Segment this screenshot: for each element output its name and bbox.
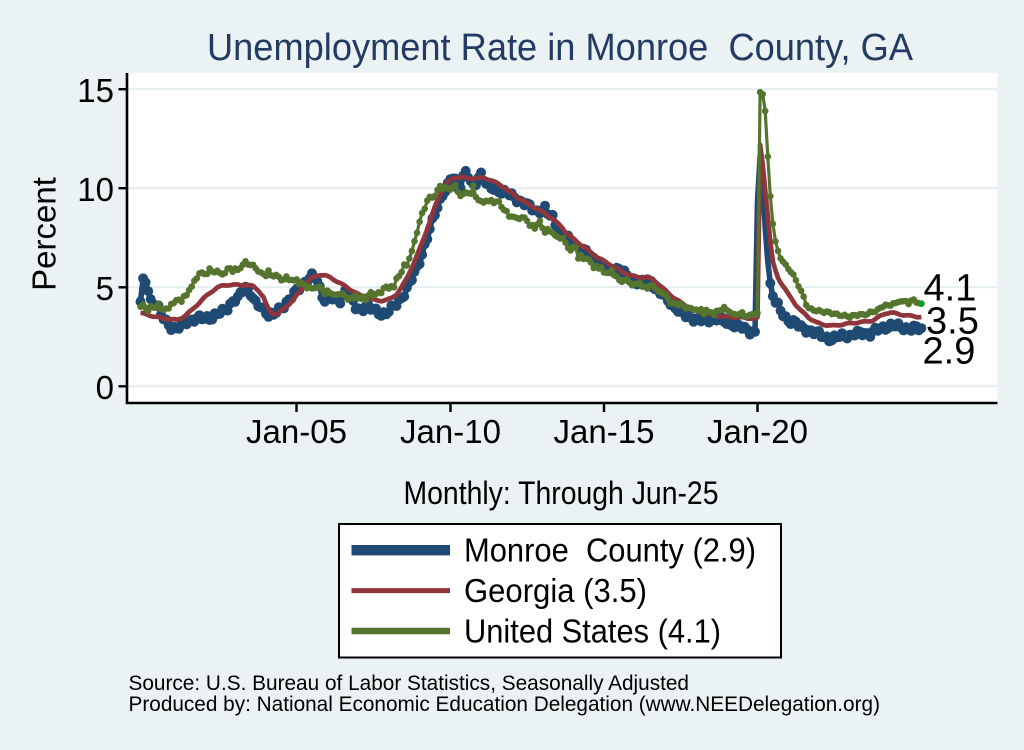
svg-text:Percent: Percent <box>26 177 63 291</box>
svg-text:Monthly: Through Jun-25: Monthly: Through Jun-25 <box>404 475 719 511</box>
svg-text:3.5: 3.5 <box>926 300 979 342</box>
svg-text:0: 0 <box>96 369 114 406</box>
svg-text:15: 15 <box>77 72 114 109</box>
svg-text:Monroe County (2.9): Monroe County (2.9) <box>464 532 756 569</box>
svg-text:Jan-15: Jan-15 <box>554 413 655 450</box>
svg-text:Jan-10: Jan-10 <box>400 413 501 450</box>
svg-text:Georgia (3.5): Georgia (3.5) <box>464 572 647 609</box>
svg-text:Jan-05: Jan-05 <box>246 413 347 450</box>
svg-text:Source: U.S. Bureau of Labor S: Source: U.S. Bureau of Labor Statistics,… <box>129 671 690 695</box>
svg-text:2.9: 2.9 <box>923 330 976 372</box>
svg-text:Produced by: National Economic: Produced by: National Economic Education… <box>129 692 881 716</box>
svg-text:4.1: 4.1 <box>924 268 977 310</box>
svg-text:10: 10 <box>77 171 114 208</box>
svg-text:Unemployment Rate in Monroe C: Unemployment Rate in Monroe County, GA <box>207 27 914 69</box>
svg-text:Jan-20: Jan-20 <box>707 413 808 450</box>
svg-text:United States (4.1): United States (4.1) <box>464 612 721 649</box>
svg-text:5: 5 <box>96 270 114 307</box>
